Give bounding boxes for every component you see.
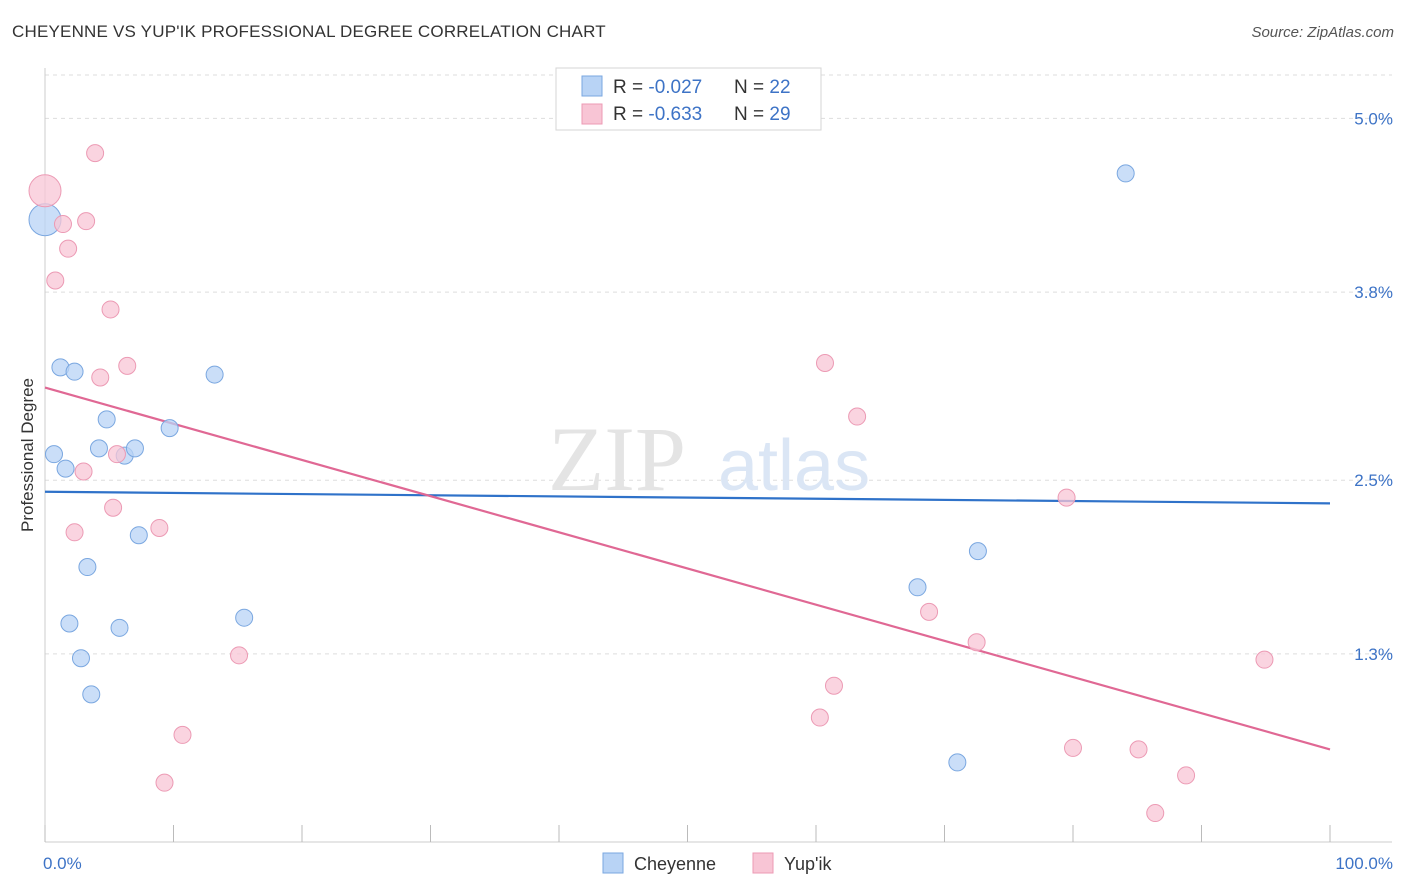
- x-tick-label-min: 0.0%: [43, 854, 82, 873]
- y-tick-label: 1.3%: [1354, 645, 1393, 664]
- legend-row-1-n: N = 22: [734, 77, 791, 98]
- cheyenne-point: [89, 439, 108, 458]
- legend-n-value: 29: [769, 104, 790, 125]
- yupik-point: [1057, 488, 1076, 507]
- yupik-point: [173, 725, 192, 744]
- y-tick-label: 5.0%: [1354, 109, 1393, 128]
- x-tick-label-max: 100.0%: [1335, 854, 1393, 873]
- data-points: [28, 144, 1274, 823]
- yupik-legend-swatch: [752, 852, 774, 874]
- yupik-point: [1129, 740, 1148, 759]
- cheyenne-point: [44, 445, 63, 464]
- yupik-swatch: [581, 103, 603, 125]
- cheyenne-trend-line: [44, 490, 1331, 505]
- cheyenne-point: [129, 526, 148, 545]
- cheyenne-point: [205, 365, 224, 384]
- yupik-point: [118, 356, 137, 375]
- yupik-point: [107, 445, 126, 464]
- series-legend: Cheyenne Yup'ik: [602, 852, 832, 874]
- y-tick-label: 2.5%: [1354, 471, 1393, 490]
- yupik-point: [230, 646, 249, 665]
- yupik-point: [65, 523, 84, 542]
- yupik-point: [967, 633, 986, 652]
- legend-n-label: N =: [734, 104, 769, 125]
- cheyenne-legend-swatch: [602, 852, 624, 874]
- yupik-legend-label: Yup'ik: [784, 854, 832, 874]
- legend-r-label: R =: [613, 77, 648, 98]
- legend-row-2: R = -0.633: [613, 104, 702, 125]
- correlation-legend: R = -0.027 N = 22 R = -0.633 N = 29: [555, 67, 822, 131]
- yupik-point: [155, 773, 174, 792]
- yupik-point: [46, 271, 65, 290]
- yupik-point: [815, 353, 834, 372]
- legend-r-value: -0.027: [648, 77, 702, 98]
- yupik-point: [1064, 738, 1082, 757]
- cheyenne-point: [968, 542, 987, 561]
- legend-row-1: R = -0.027: [613, 77, 702, 98]
- cheyenne-point: [1116, 164, 1135, 183]
- cheyenne-point: [78, 558, 97, 577]
- cheyenne-point: [125, 439, 144, 458]
- yupik-point: [91, 368, 110, 387]
- cheyenne-point: [71, 649, 90, 668]
- yupik-point: [101, 300, 120, 319]
- cheyenne-point: [908, 578, 927, 597]
- yupik-point: [74, 462, 93, 481]
- cheyenne-point: [97, 410, 116, 429]
- yupik-point: [104, 498, 123, 517]
- source-label: Source: ZipAtlas.com: [1251, 24, 1394, 41]
- yupik-point: [150, 518, 169, 537]
- yupik-trend-line: [44, 386, 1331, 751]
- cheyenne-point: [948, 753, 967, 772]
- legend-n-value: 22: [769, 77, 790, 98]
- yupik-point: [53, 215, 72, 234]
- y-tick-label: 3.8%: [1354, 283, 1393, 302]
- watermark-zip: ZIP: [548, 408, 686, 510]
- watermark-atlas: atlas: [718, 426, 870, 506]
- yupik-point: [77, 212, 96, 231]
- legend-row-2-n: N = 29: [734, 104, 791, 125]
- legend-r-label: R =: [613, 104, 648, 125]
- yupik-point: [824, 676, 843, 695]
- watermark: ZIP atlas: [548, 408, 870, 510]
- cheyenne-swatch: [581, 75, 603, 97]
- yupik-point: [1146, 804, 1165, 823]
- tick-labels: 1.3% 2.5% 3.8% 5.0% 0.0% 100.0%: [43, 109, 1393, 873]
- yupik-point: [920, 602, 939, 621]
- yupik-point: [1177, 766, 1196, 785]
- cheyenne-legend-label: Cheyenne: [634, 854, 716, 874]
- chart-title: CHEYENNE VS YUP'IK PROFESSIONAL DEGREE C…: [12, 22, 606, 41]
- yupik-point: [1255, 650, 1274, 669]
- cheyenne-point: [82, 685, 101, 704]
- legend-n-label: N =: [734, 77, 769, 98]
- cheyenne-point: [235, 608, 254, 627]
- cheyenne-point: [56, 459, 75, 478]
- yupik-point: [59, 239, 78, 258]
- y-axis-title: Professional Degree: [18, 378, 37, 532]
- yupik-point: [28, 174, 62, 208]
- cheyenne-point: [60, 614, 79, 633]
- cheyenne-point: [160, 419, 179, 438]
- trend-lines: [44, 386, 1331, 751]
- grid-lines: [45, 74, 1392, 655]
- yupik-point: [848, 407, 867, 426]
- legend-r-value: -0.633: [648, 104, 702, 125]
- cheyenne-point: [65, 362, 84, 381]
- yupik-point: [810, 708, 829, 727]
- cheyenne-point: [110, 618, 129, 637]
- yupik-point: [86, 144, 105, 163]
